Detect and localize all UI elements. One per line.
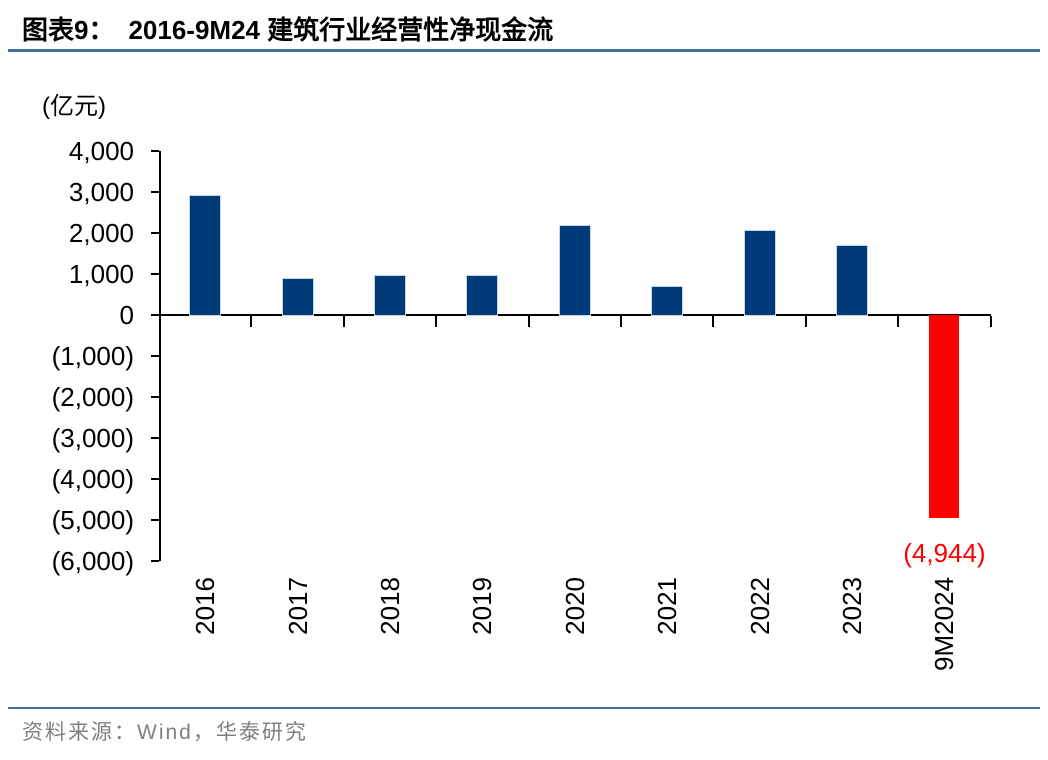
x-tick-label-2021: 2021 — [652, 577, 683, 635]
x-axis-tick — [620, 316, 622, 327]
x-tick-label-9M2024: 9M2024 — [929, 577, 960, 671]
bar-value-annotation: (4,944) — [903, 537, 986, 568]
x-tick-label-2022: 2022 — [744, 577, 775, 635]
source-text: 资料来源：Wind，华泰研究 — [22, 721, 308, 744]
x-axis-tick — [897, 316, 900, 327]
x-tick-label-2018: 2018 — [375, 577, 405, 635]
y-tick-label: 2,000 — [68, 218, 134, 248]
bar-9M2024 — [929, 315, 960, 518]
y-axis-tick — [151, 232, 159, 234]
y-axis-tick — [151, 150, 159, 152]
y-axis-tick — [151, 314, 159, 316]
x-axis-tick — [435, 316, 438, 327]
figure-header: 图表9： 2016-9M24 建筑行业经营性净现金流 — [22, 10, 553, 47]
title-divider — [8, 49, 1040, 52]
y-axis-tick — [151, 519, 159, 521]
y-tick-label: (5,000) — [51, 505, 134, 535]
x-axis-tick — [250, 316, 253, 327]
x-axis-zero-line — [159, 314, 991, 316]
bar-2017 — [282, 278, 313, 315]
y-tick-label: (1,000) — [51, 341, 134, 371]
y-axis-tick — [151, 396, 159, 398]
x-tick-label-2019: 2019 — [467, 577, 498, 635]
y-axis-tick — [151, 191, 159, 193]
x-axis-tick — [989, 316, 992, 327]
bar-2022 — [744, 231, 775, 315]
y-axis-tick — [151, 478, 159, 480]
x-axis-tick — [342, 316, 345, 327]
y-axis-tick — [151, 560, 159, 562]
x-tick-label-2016: 2016 — [190, 577, 221, 635]
y-tick-label: 3,000 — [68, 177, 134, 207]
x-tick-label-2023: 2023 — [837, 577, 867, 635]
x-axis-tick — [804, 316, 807, 327]
footer-divider — [8, 707, 1040, 709]
bar-2021 — [652, 287, 683, 315]
bar-2023 — [837, 245, 867, 315]
y-tick-label: (3,000) — [51, 423, 134, 453]
y-axis-tick — [151, 355, 159, 357]
x-axis-tick — [527, 316, 530, 327]
figure-title: 2016-9M24 建筑行业经营性净现金流 — [128, 15, 554, 45]
y-tick-label: 4,000 — [68, 136, 134, 166]
y-axis-tick — [151, 437, 159, 439]
y-tick-label: 0 — [119, 300, 134, 330]
bar-2020 — [559, 226, 590, 315]
y-axis-unit-label: (亿元) — [42, 93, 106, 120]
figure-number-label: 图表9： — [22, 15, 115, 45]
bar-2016 — [190, 196, 221, 315]
y-axis-line — [159, 151, 161, 561]
bar-2018 — [375, 276, 405, 315]
x-axis-tick — [712, 316, 715, 327]
y-tick-label: (6,000) — [51, 546, 134, 576]
y-tick-label: (2,000) — [51, 382, 134, 412]
y-axis-tick — [151, 273, 159, 275]
y-tick-label: 1,000 — [68, 259, 134, 289]
y-tick-label: (4,000) — [51, 464, 134, 494]
x-tick-label-2020: 2020 — [559, 577, 590, 635]
x-tick-label-2017: 2017 — [282, 577, 313, 635]
bar-2019 — [467, 276, 498, 315]
